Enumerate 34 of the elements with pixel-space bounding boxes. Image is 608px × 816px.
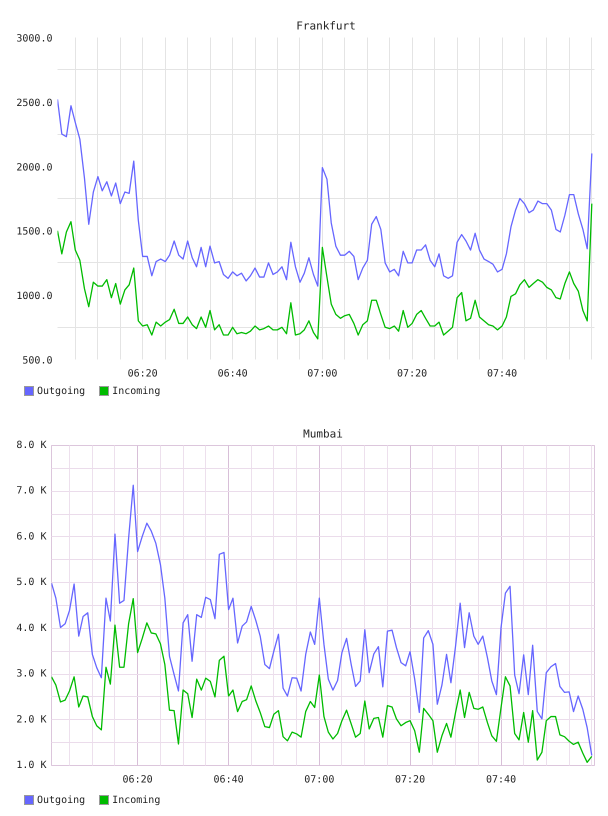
y-tick-label: 5.0 K (16, 577, 47, 588)
x-tick-label: 06:20 (122, 774, 153, 786)
x-tick-label: 07:40 (487, 368, 518, 380)
y-tick-label: 1500.0 (16, 226, 52, 238)
x-tick-label: 06:40 (214, 774, 244, 786)
x-tick-label: 07:00 (307, 368, 338, 380)
y-tick-label: 500.0 (22, 356, 53, 366)
y-tick-label: 1.0 K (16, 760, 47, 771)
y-tick-label: 3000.0 (16, 34, 52, 44)
y-tick-label: 3.0 K (16, 668, 47, 680)
x-tick-label: 06:20 (128, 368, 158, 380)
y-tick-label: 4.0 K (16, 622, 47, 634)
x-tick-label: 07:00 (304, 774, 334, 786)
x-tick-label: 07:20 (395, 774, 426, 786)
y-tick-label: 2.0 K (16, 714, 47, 726)
line-series (58, 203, 592, 340)
chart-title: Frankfurt (296, 20, 356, 32)
y-tick-label: 8.0 K (16, 440, 47, 451)
legend-label: Outgoing (37, 795, 86, 807)
line-series (52, 598, 592, 763)
legend-label: Incoming (112, 386, 160, 398)
y-tick-label: 2500.0 (16, 98, 52, 109)
y-tick-label: 7.0 K (16, 486, 47, 497)
y-tick-label: 6.0 K (16, 531, 47, 542)
y-tick-label: 2000.0 (16, 162, 52, 174)
line-series (52, 484, 592, 756)
x-tick-label: 07:20 (397, 368, 428, 380)
legend-label: Outgoing (37, 386, 86, 398)
x-tick-label: 06:40 (218, 368, 248, 380)
x-tick-label: 07:40 (486, 774, 516, 786)
y-tick-label: 1000.0 (16, 291, 52, 302)
chart-title: Mumbai (303, 428, 343, 440)
legend-label: Incoming (112, 795, 160, 807)
line-series (58, 98, 592, 287)
